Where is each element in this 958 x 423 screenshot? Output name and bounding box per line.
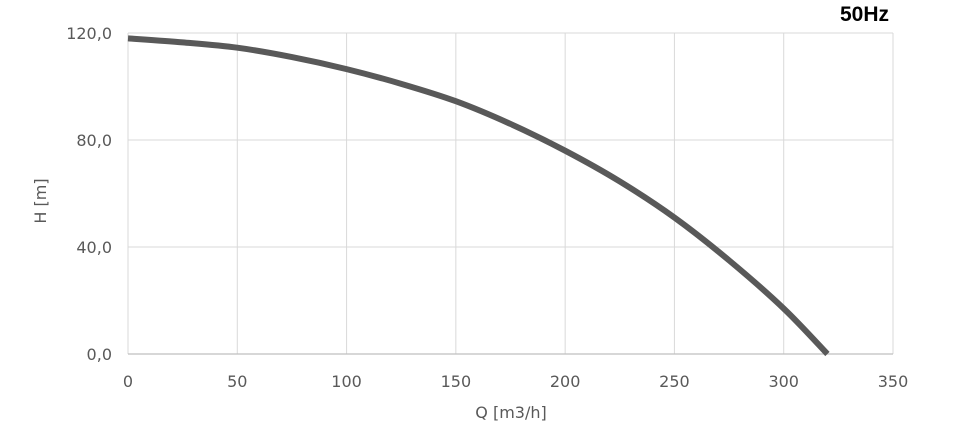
x-axis: 0 50 100 150 200 250 300 350 <box>123 353 909 391</box>
x-tick-label: 50 <box>227 372 247 391</box>
series-line-0 <box>127 35 830 357</box>
plot-area <box>127 35 830 357</box>
x-axis-label: Q [m3/h] <box>475 403 546 422</box>
frequency-annotation: 50Hz <box>840 3 889 26</box>
y-tick-label: 0,0 <box>87 345 112 364</box>
y-tick-label: 120,0 <box>66 24 112 43</box>
x-tick-label: 200 <box>550 372 581 391</box>
y-axis: 0,0 40,0 80,0 120,0 <box>66 24 112 364</box>
x-tick-label: 150 <box>441 372 472 391</box>
x-tick-label: 300 <box>768 372 799 391</box>
y-axis-label: H [m] <box>31 178 50 223</box>
x-tick-label: 0 <box>123 372 133 391</box>
x-tick-label: 250 <box>659 372 690 391</box>
x-tick-label: 350 <box>878 372 909 391</box>
y-tick-label: 40,0 <box>76 238 112 257</box>
x-tick-label: 100 <box>331 372 362 391</box>
y-tick-label: 80,0 <box>76 131 112 150</box>
